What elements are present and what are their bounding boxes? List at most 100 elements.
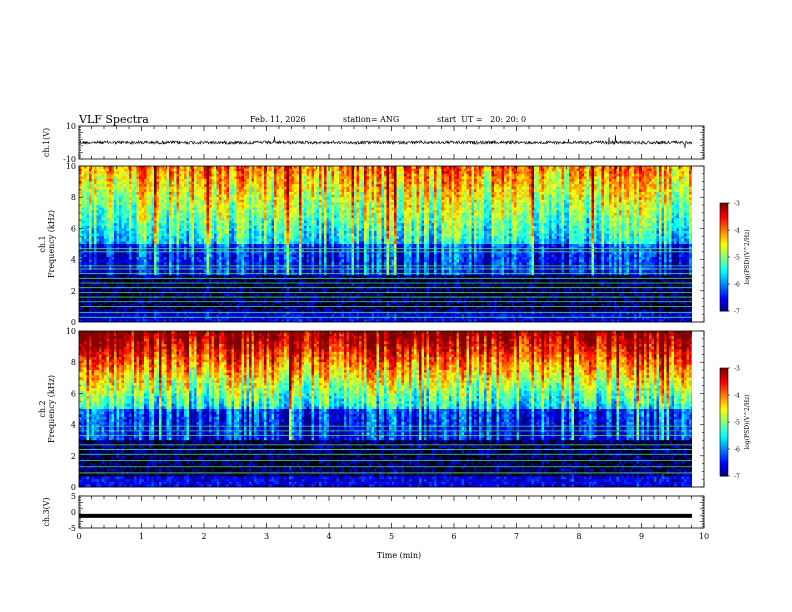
spectrogram-cell bbox=[569, 173, 572, 177]
spectrogram-cell bbox=[616, 210, 620, 214]
spectrogram-cell bbox=[409, 202, 412, 206]
spectrogram-cell bbox=[364, 189, 367, 193]
spectrogram-cell bbox=[101, 168, 105, 172]
spectrogram-cell bbox=[341, 212, 345, 216]
spectrogram-cell bbox=[549, 173, 552, 177]
spectrogram-cell bbox=[154, 186, 157, 190]
spectrogram-cell bbox=[364, 173, 367, 177]
spectrogram-cell bbox=[486, 197, 490, 201]
spectrogram-cell bbox=[121, 197, 125, 201]
spectrogram-cell bbox=[474, 186, 477, 190]
spectrogram-cell bbox=[689, 212, 692, 216]
spectrogram-cell bbox=[571, 199, 575, 203]
spectrogram-cell bbox=[471, 173, 475, 177]
spectrogram-cell bbox=[166, 210, 170, 214]
spectrogram-cell bbox=[626, 194, 630, 198]
spectrogram-cell bbox=[254, 202, 257, 206]
spectrogram-cell bbox=[351, 205, 355, 208]
spectrogram-cell bbox=[579, 184, 582, 188]
spectrogram-cell bbox=[366, 210, 370, 214]
spectrogram-cell bbox=[331, 176, 335, 180]
spectrogram-cell bbox=[264, 215, 267, 219]
spectrogram-cell bbox=[351, 215, 355, 219]
spectrogram-cell bbox=[151, 207, 155, 211]
spectrogram-cell bbox=[341, 173, 345, 177]
spectrogram-cell bbox=[299, 181, 302, 185]
spectrogram-cell bbox=[574, 189, 577, 193]
spectrogram-cell bbox=[404, 199, 407, 203]
spectrogram-cell bbox=[664, 207, 667, 211]
spectrogram-cell bbox=[566, 197, 570, 201]
spectrogram-cell bbox=[274, 179, 277, 182]
spectrogram-cell bbox=[189, 192, 192, 195]
spectrogram-cell bbox=[436, 199, 440, 203]
spectrogram-cell bbox=[526, 171, 530, 175]
spectrogram-cell bbox=[446, 210, 450, 214]
spectrogram-cell bbox=[86, 184, 90, 188]
spectrogram-cell bbox=[184, 166, 187, 169]
spectrogram-cell bbox=[191, 186, 195, 190]
spectrogram-cell bbox=[134, 181, 137, 185]
spectrogram-cell bbox=[156, 199, 160, 203]
spectrogram-cell bbox=[619, 189, 622, 193]
spectrogram-cell bbox=[629, 176, 632, 180]
spectrogram-cell bbox=[661, 194, 665, 198]
spectrogram-cell bbox=[506, 184, 510, 188]
spectrogram-cell bbox=[674, 199, 677, 203]
spectrogram-cell bbox=[664, 199, 667, 203]
spectrogram-cell bbox=[381, 168, 385, 172]
spectrogram-cell bbox=[366, 186, 370, 190]
spectrogram-cell bbox=[534, 171, 537, 175]
spectrogram-cell bbox=[371, 197, 375, 201]
spectrogram-cell bbox=[104, 210, 107, 214]
spectrogram-cell bbox=[599, 184, 602, 188]
spectrogram-cell bbox=[214, 192, 217, 195]
spectrogram-cell bbox=[564, 179, 567, 182]
spectrogram-cell bbox=[451, 205, 455, 208]
spectrogram-cell bbox=[626, 166, 630, 169]
spectrogram-cell bbox=[674, 173, 677, 177]
spectrogram-cell bbox=[636, 181, 640, 185]
spectrogram-cell bbox=[619, 197, 622, 201]
spectrogram-cell bbox=[369, 212, 372, 216]
spectrogram-cell bbox=[494, 173, 497, 177]
spectrogram-cell bbox=[329, 215, 332, 219]
spectrogram-cell bbox=[346, 197, 350, 201]
spectrogram-cell bbox=[426, 194, 430, 198]
spectrogram-cell bbox=[589, 166, 592, 169]
spectrogram-cell bbox=[571, 192, 575, 195]
spectrogram-cell bbox=[211, 202, 215, 206]
spectrogram-cell bbox=[214, 197, 217, 201]
spectrogram-cell bbox=[211, 184, 215, 188]
spectrogram-cell bbox=[191, 184, 195, 188]
spectrogram-cell bbox=[84, 184, 87, 188]
spectrogram-cell bbox=[444, 212, 447, 216]
spectrogram-cell bbox=[546, 176, 550, 180]
spectrogram-cell bbox=[479, 194, 482, 198]
spectrogram-cell bbox=[156, 212, 160, 216]
spectrogram-cell bbox=[89, 215, 92, 219]
spectrogram-cell bbox=[659, 184, 662, 188]
spectrogram-cell bbox=[404, 207, 407, 211]
spectrogram-cell bbox=[239, 194, 242, 198]
spectrogram-cell bbox=[204, 215, 207, 219]
spectrogram-cell bbox=[531, 207, 535, 211]
spectrogram-cell bbox=[346, 194, 350, 198]
spectrogram-cell bbox=[529, 171, 532, 175]
spectrogram-cell bbox=[434, 207, 437, 211]
spectrogram-cell bbox=[324, 171, 327, 175]
spectrogram-cell bbox=[476, 202, 480, 206]
spectrogram-cell bbox=[276, 205, 280, 208]
spectrogram-cell bbox=[574, 166, 577, 169]
spectrogram-cell bbox=[329, 194, 332, 198]
spectrogram-cell bbox=[514, 202, 517, 206]
spectrogram-cell bbox=[584, 207, 587, 211]
spectrogram-cell bbox=[611, 181, 615, 185]
spectrogram-cell bbox=[396, 166, 400, 169]
spectrogram-cell bbox=[209, 205, 212, 208]
spectrogram-cell bbox=[159, 194, 162, 198]
spectrogram-cell bbox=[544, 192, 547, 195]
spectrogram-cell bbox=[511, 207, 515, 211]
spectrogram-cell bbox=[659, 202, 662, 206]
spectrogram-cell bbox=[641, 212, 645, 216]
